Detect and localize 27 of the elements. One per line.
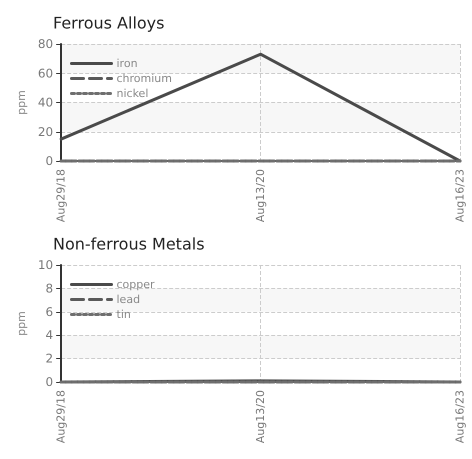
y-tick-label: 4 <box>46 328 54 342</box>
y-tick-label: 40 <box>38 96 54 110</box>
y-tick-label: 20 <box>38 124 54 139</box>
legend-label: chromium <box>116 72 172 85</box>
x-tick-label: Aug29/18 <box>54 169 68 222</box>
y-tick-label: 6 <box>46 304 54 319</box>
y-tick-label: 8 <box>46 281 54 296</box>
legend-label: iron <box>116 57 138 70</box>
chart-title: Non-ferrous Metals <box>53 234 205 254</box>
x-tick-label: Aug29/18 <box>54 390 68 444</box>
x-tick-label: Aug16/23 <box>454 169 466 222</box>
chart-title: Ferrous Alloys <box>53 14 164 32</box>
y-axis-title: ppm <box>15 311 28 336</box>
y-axis-title: ppm <box>15 90 28 115</box>
legend-label: lead <box>116 293 140 306</box>
y-tick-label: 80 <box>38 37 54 51</box>
y-tick-label: 10 <box>38 258 54 272</box>
legend-label: nickel <box>116 87 148 100</box>
x-tick-label: Aug16/23 <box>454 390 466 444</box>
y-tick-label: 0 <box>46 154 54 168</box>
y-tick-label: 0 <box>46 375 54 389</box>
legend-label: copper <box>116 278 156 291</box>
y-tick-label: 60 <box>38 66 54 80</box>
x-tick-label: Aug13/20 <box>254 169 268 222</box>
y-tick-label: 2 <box>46 352 54 366</box>
legend-label: tin <box>116 308 131 321</box>
x-tick-label: Aug13/20 <box>254 390 268 444</box>
